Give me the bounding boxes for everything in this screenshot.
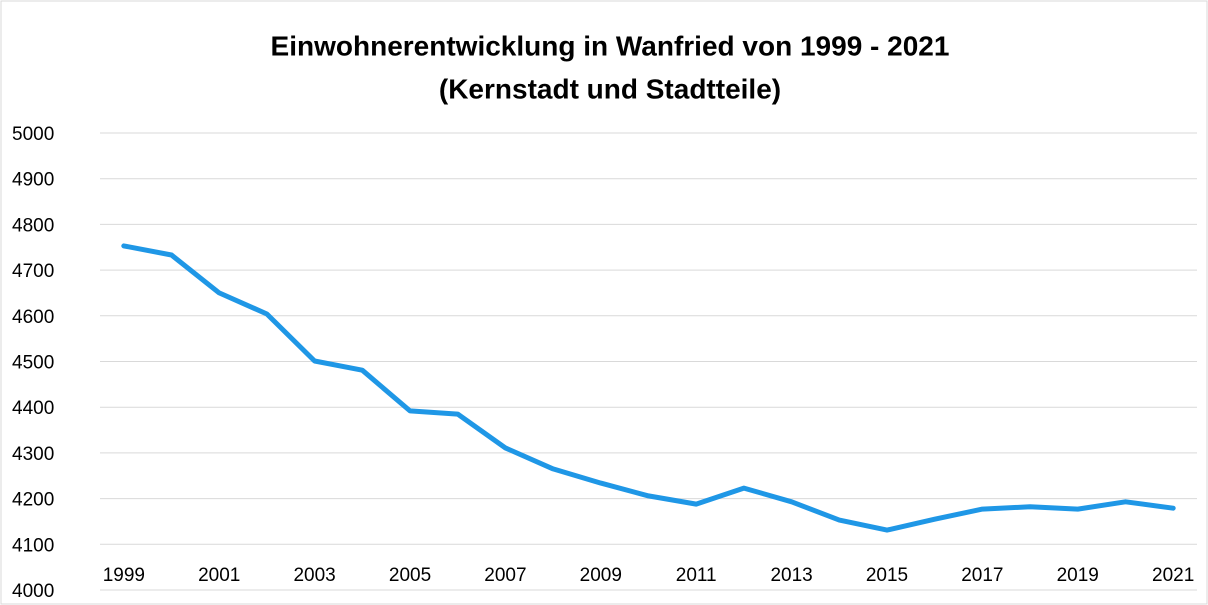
- chart-title: Einwohnerentwicklung in Wanfried von 199…: [271, 30, 950, 61]
- y-tick-label: 4400: [12, 398, 54, 419]
- line: [121, 243, 1176, 533]
- x-tick-label: 2019: [1057, 565, 1099, 586]
- y-tick-label: 4700: [12, 261, 54, 282]
- y-tick-label: 5000: [12, 124, 54, 145]
- y-tick-label: 4800: [12, 215, 54, 236]
- y-tick-label: 4100: [12, 535, 54, 556]
- x-tick-label: 2005: [389, 565, 431, 586]
- x-tick-label: 2015: [866, 565, 908, 586]
- x-tick-label: 2001: [198, 565, 240, 586]
- x-tick-label: 2017: [961, 565, 1003, 586]
- x-tick-label: 2011: [676, 565, 717, 586]
- y-tick-label: 4500: [12, 353, 54, 374]
- x-tick-label: 2007: [484, 565, 526, 586]
- x-tick-label: 1999: [103, 565, 145, 586]
- y-tick-label: 4600: [12, 307, 54, 328]
- x-tick-label: 2003: [293, 565, 335, 586]
- x-tick-label: 2009: [580, 565, 622, 586]
- x-tick-label: 2013: [770, 565, 812, 586]
- y-tick-label: 4900: [12, 170, 54, 191]
- y-tick-label: 4300: [12, 444, 54, 465]
- y-tick-label: 4000: [12, 581, 54, 602]
- y-tick-label: 4200: [12, 490, 54, 511]
- x-tick-label: 2021: [1152, 565, 1194, 586]
- chart-subtitle: (Kernstadt und Stadtteile): [439, 73, 781, 104]
